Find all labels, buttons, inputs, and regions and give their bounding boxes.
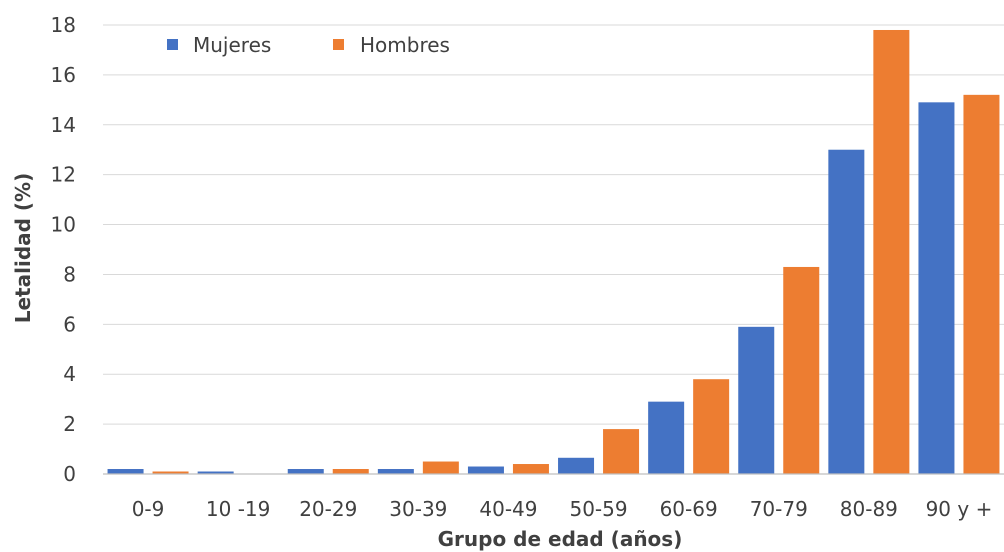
y-axis-title: Letalidad (%) — [11, 173, 35, 324]
gridlines — [103, 24, 1004, 425]
bar-hombres-4 — [512, 464, 549, 474]
y-tick-label: 14 — [51, 113, 76, 137]
bar-mujeres-7 — [738, 326, 775, 474]
bar-hombres-2 — [332, 469, 369, 474]
legend-label-hombres: Hombres — [360, 33, 450, 57]
y-tick-label: 0 — [63, 462, 76, 486]
y-tick-label: 8 — [63, 262, 76, 286]
bar-hombres-3 — [422, 461, 459, 474]
bar-mujeres-4 — [467, 466, 504, 474]
bar-mujeres-3 — [377, 469, 414, 474]
y-axis-ticks: 0 2 4 6 8 10 12 14 16 18 — [51, 13, 76, 486]
x-tick-label: 10 -19 — [206, 497, 270, 521]
bar-hombres-8 — [873, 29, 910, 474]
bar-mujeres-2 — [287, 469, 324, 474]
x-tick-label: 0-9 — [132, 497, 165, 521]
y-tick-label: 16 — [51, 63, 76, 87]
x-tick-label: 20-29 — [299, 497, 357, 521]
legend-label-mujeres: Mujeres — [193, 33, 271, 57]
bar-hombres-9 — [963, 94, 1000, 474]
x-axis-ticks: 0-9 10 -19 20-29 30-39 40-49 50-59 60-69 70-79 8… — [132, 497, 993, 521]
bar-hombres-7 — [783, 266, 820, 474]
x-tick-label: 50-59 — [569, 497, 627, 521]
y-tick-label: 18 — [51, 13, 76, 37]
x-tick-label: 30-39 — [389, 497, 447, 521]
bar-mujeres-8 — [828, 149, 865, 474]
bar-mujeres-5 — [558, 457, 595, 474]
bar-hombres-6 — [693, 379, 730, 474]
bar-hombres-0 — [152, 471, 189, 474]
y-tick-label: 6 — [63, 312, 76, 336]
bar-hombres-5 — [603, 429, 640, 474]
legend: Mujeres Hombres — [167, 33, 450, 57]
bars — [107, 29, 1000, 475]
y-tick-label: 10 — [51, 213, 76, 237]
x-tick-label: 90 y + — [926, 497, 993, 521]
x-tick-label: 60-69 — [660, 497, 718, 521]
y-tick-label: 2 — [63, 412, 76, 436]
bar-mujeres-1 — [197, 471, 234, 474]
bar-mujeres-9 — [918, 102, 955, 475]
x-tick-label: 80-89 — [840, 497, 898, 521]
x-axis-title: Grupo de edad (años) — [438, 527, 683, 551]
bar-mujeres-0 — [107, 469, 144, 474]
x-tick-label: 40-49 — [479, 497, 537, 521]
y-tick-label: 12 — [51, 163, 76, 187]
y-tick-label: 4 — [63, 362, 76, 386]
legend-swatch-hombres — [333, 39, 344, 50]
bar-mujeres-6 — [648, 401, 685, 474]
legend-swatch-mujeres — [167, 39, 178, 50]
x-tick-label: 70-79 — [750, 497, 808, 521]
